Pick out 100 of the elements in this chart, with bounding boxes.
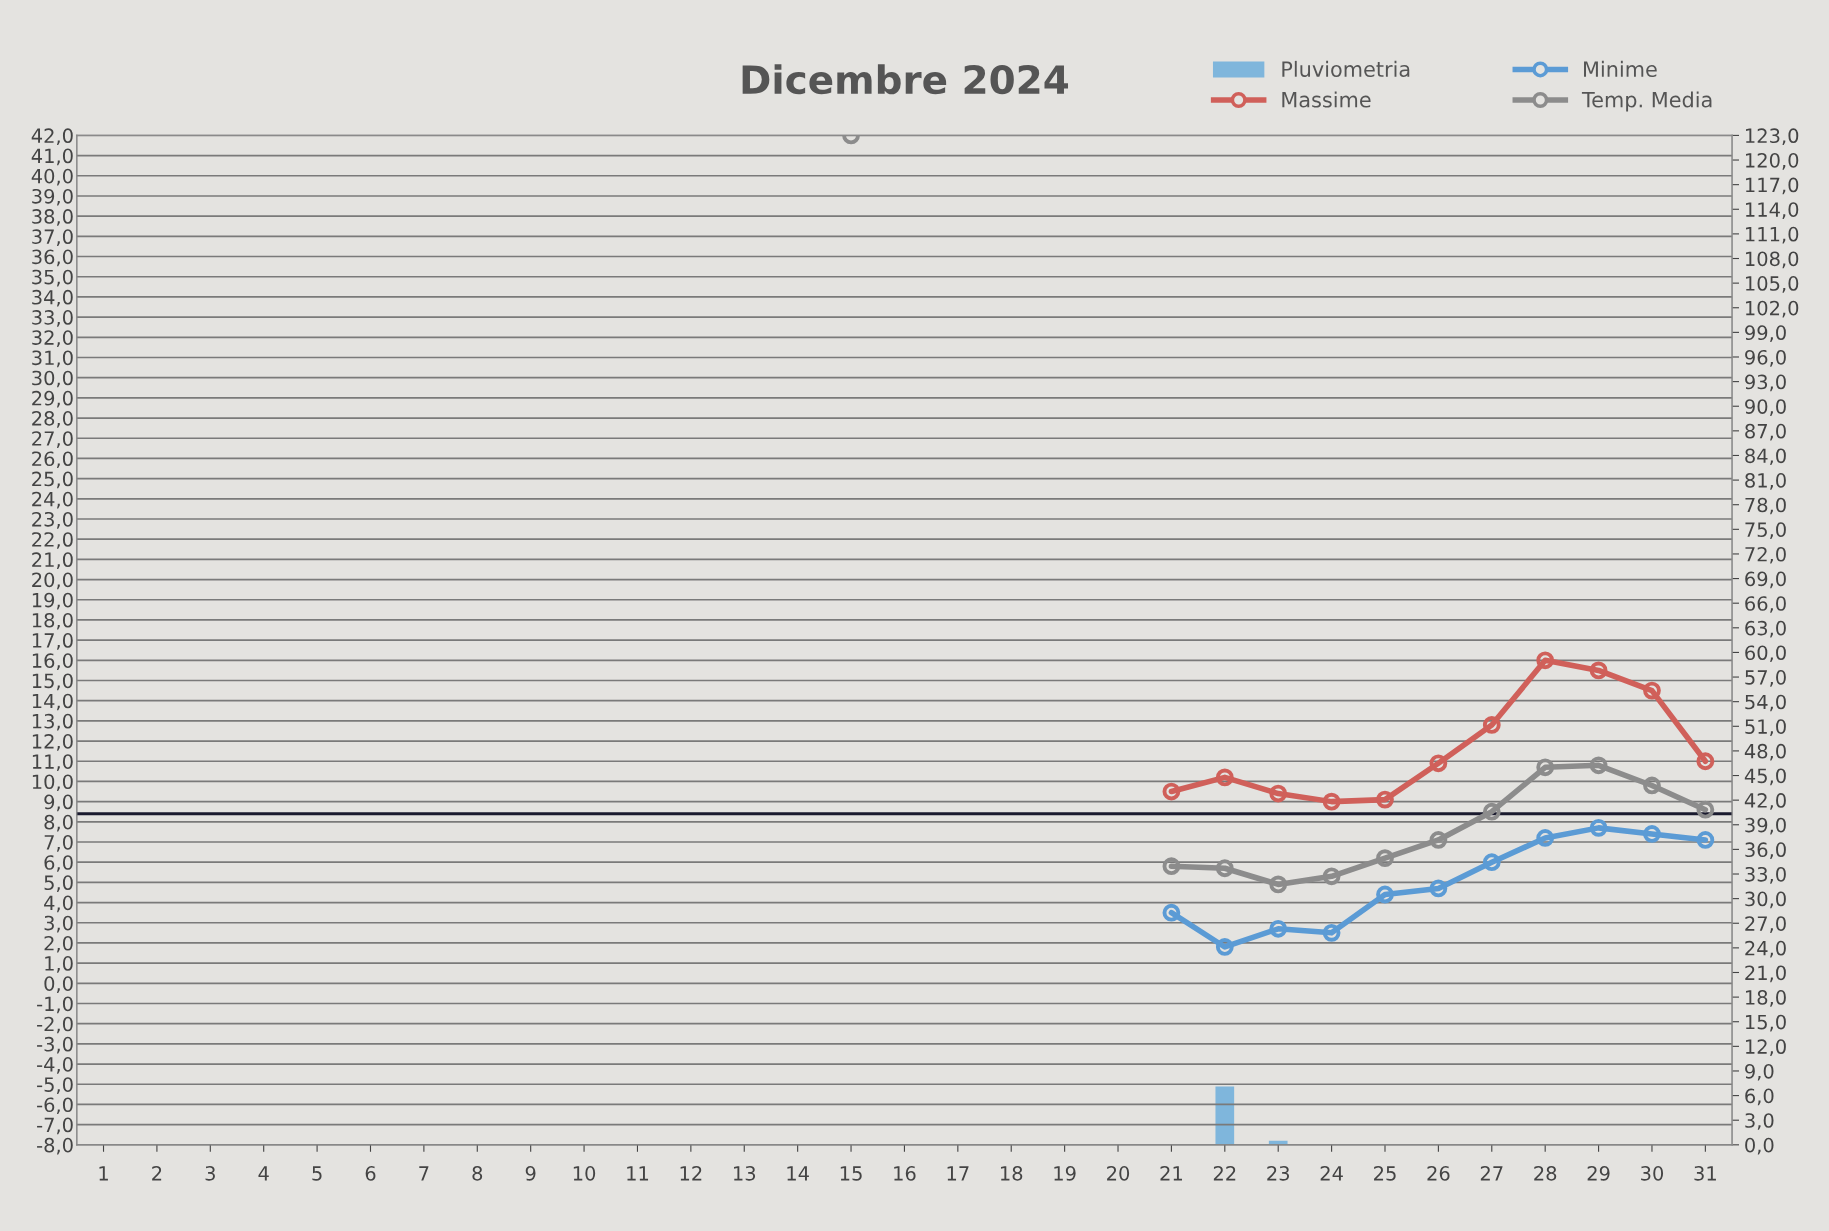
- point: [1376, 885, 1394, 904]
- y-tick-label: 23,0: [32, 511, 73, 529]
- x-tick-label: 29: [1587, 1166, 1610, 1181]
- point: [1589, 756, 1608, 775]
- y-tick-label: 5,0: [44, 875, 73, 893]
- y2-tick-label: 12,0: [1746, 1039, 1786, 1056]
- x-tick-label: 11: [627, 1166, 649, 1181]
- point: [1215, 938, 1234, 956]
- y-tick-label: 31,0: [32, 350, 73, 368]
- point: [1696, 800, 1715, 819]
- x-tick-label: 24: [1320, 1166, 1343, 1181]
- y2-tick-label: 0,0: [1745, 1137, 1774, 1155]
- x-tick-label: 15: [840, 1166, 862, 1181]
- x-tick-label: 23: [1267, 1166, 1290, 1181]
- point: [1429, 754, 1448, 773]
- y2-tick-label: 24,0: [1745, 940, 1786, 958]
- x-tick-label: 6: [365, 1166, 376, 1181]
- y-tick-label: 9,0: [44, 794, 73, 812]
- point: [1589, 818, 1608, 837]
- point: [1536, 829, 1555, 847]
- y-tick-label: 11,0: [32, 754, 73, 771]
- point: [1376, 790, 1394, 809]
- point: [1643, 776, 1661, 795]
- x-tick-label: 13: [734, 1166, 756, 1181]
- x-tick-label: 31: [1694, 1166, 1716, 1181]
- y2-tick-label: 45,0: [1744, 768, 1786, 786]
- y-tick-label: 17,0: [32, 633, 73, 650]
- y2-tick-label: 87,0: [1745, 423, 1786, 441]
- y2-tick-label: 102,0: [1746, 300, 1799, 318]
- y2-tick-label: 117,0: [1746, 177, 1799, 195]
- point: [1482, 716, 1501, 734]
- y-tick-label: 38,0: [32, 209, 73, 226]
- y2-tick-label: 6,0: [1745, 1088, 1774, 1106]
- point: [1215, 859, 1234, 878]
- y-tick-label: 15,0: [32, 673, 73, 691]
- y-tick-label: 6,0: [44, 855, 73, 872]
- y2-tick-label: 21,0: [1745, 965, 1786, 983]
- y-tick-label: 28,0: [32, 411, 73, 428]
- x-tick-label: 3: [205, 1166, 215, 1181]
- point: [1162, 903, 1181, 922]
- y-tick-label: 42,0: [31, 128, 73, 146]
- x-tick-label: 22: [1213, 1166, 1236, 1181]
- y-tick-label: 34,0: [32, 289, 73, 307]
- y2-tick-label: 66,0: [1745, 596, 1786, 613]
- x-tick-label: 30: [1641, 1166, 1664, 1181]
- point: [1162, 857, 1181, 876]
- y-tick-label: -1,0: [37, 996, 73, 1014]
- y-tick-label: 30,0: [32, 370, 73, 388]
- y-tick-label: 22,0: [32, 532, 73, 549]
- x-tick-label: 19: [1054, 1166, 1076, 1181]
- y2-tick-label: 90,0: [1745, 399, 1786, 416]
- y2-tick-label: 3,0: [1745, 1113, 1774, 1130]
- y-tick-label: 37,0: [32, 229, 73, 246]
- y2-tick-label: 60,0: [1745, 645, 1786, 663]
- point: [1536, 651, 1555, 670]
- y-tick-label: 33,0: [32, 310, 73, 327]
- y-tick-label: -7,0: [37, 1117, 73, 1135]
- y2-tick-label: 84,0: [1745, 448, 1786, 466]
- point: [1322, 867, 1341, 886]
- y2-tick-label: 9,0: [1745, 1063, 1774, 1081]
- x-tick-label: 5: [312, 1166, 322, 1181]
- y-tick-label: 14,0: [32, 693, 73, 711]
- point: [1215, 768, 1234, 787]
- point: [1269, 784, 1288, 803]
- legend-label: Temp. Media: [1581, 91, 1712, 112]
- point: [1322, 792, 1341, 811]
- point: [1429, 831, 1448, 849]
- y-tick-label: 39,0: [32, 188, 73, 206]
- y-tick-label: 12,0: [32, 734, 73, 751]
- y-tick-label: 16,0: [32, 653, 73, 670]
- point: [1482, 853, 1501, 872]
- y-tick-label: 4,0: [44, 895, 73, 913]
- y2-tick-label: 39,0: [1745, 817, 1786, 835]
- y-tick-label: 32,0: [32, 330, 73, 347]
- y-tick-label: -4,0: [37, 1057, 73, 1074]
- x-tick-label: 12: [680, 1166, 702, 1181]
- x-tick-label: 26: [1427, 1166, 1450, 1181]
- y2-tick-label: 120,0: [1746, 152, 1799, 170]
- x-tick-label: 25: [1374, 1166, 1396, 1181]
- point: [1696, 752, 1715, 771]
- y-tick-label: -5,0: [37, 1077, 73, 1094]
- y2-tick-label: 57,0: [1745, 670, 1786, 687]
- y2-tick-label: 72,0: [1745, 546, 1786, 564]
- y-tick-label: 27,0: [32, 431, 73, 448]
- x-tick-label: 28: [1534, 1166, 1557, 1181]
- point: [1696, 831, 1715, 849]
- y-tick-label: 10,0: [32, 774, 73, 792]
- y2-tick-label: 15,0: [1746, 1014, 1786, 1032]
- x-tick-label: 1: [99, 1166, 108, 1181]
- y2-tick-label: 75,0: [1745, 522, 1786, 539]
- y2-tick-label: 78,0: [1745, 497, 1786, 515]
- y-tick-label: 20,0: [32, 572, 73, 590]
- legend-label: Massime: [1282, 91, 1371, 108]
- y-tick-label: 41,0: [31, 148, 73, 166]
- x-tick-label: 7: [419, 1166, 429, 1181]
- x-tick-label: 14: [787, 1166, 809, 1181]
- x-tick-label: 16: [894, 1166, 916, 1181]
- point: [1269, 919, 1288, 938]
- x-tick-label: 2: [152, 1166, 162, 1181]
- x-tick-label: 21: [1160, 1166, 1182, 1181]
